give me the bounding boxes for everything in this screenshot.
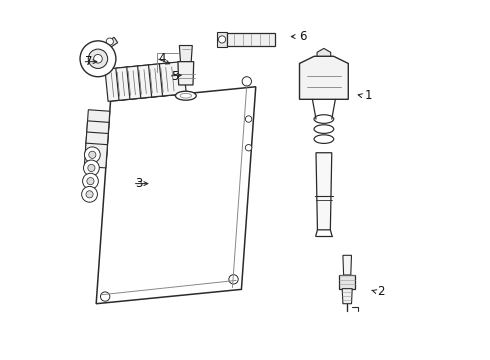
Text: 2: 2	[377, 285, 385, 298]
Circle shape	[94, 54, 102, 63]
Polygon shape	[339, 275, 355, 289]
Circle shape	[219, 36, 225, 43]
Ellipse shape	[314, 135, 334, 143]
Circle shape	[245, 116, 252, 122]
Polygon shape	[116, 66, 143, 100]
Polygon shape	[178, 62, 194, 85]
Ellipse shape	[314, 125, 334, 134]
Polygon shape	[86, 121, 109, 146]
Circle shape	[229, 275, 238, 284]
Circle shape	[86, 191, 93, 198]
Polygon shape	[159, 62, 186, 96]
Text: 6: 6	[298, 30, 306, 43]
Polygon shape	[179, 45, 192, 62]
Polygon shape	[227, 33, 275, 46]
Polygon shape	[316, 153, 332, 230]
Ellipse shape	[175, 91, 196, 100]
Polygon shape	[138, 64, 165, 98]
Ellipse shape	[314, 115, 334, 123]
Circle shape	[242, 77, 251, 86]
Polygon shape	[148, 63, 175, 97]
Circle shape	[88, 165, 95, 172]
Polygon shape	[101, 37, 118, 51]
Ellipse shape	[180, 93, 192, 98]
Polygon shape	[217, 32, 227, 47]
Circle shape	[84, 147, 100, 163]
Circle shape	[83, 160, 99, 176]
Polygon shape	[299, 56, 348, 99]
Polygon shape	[87, 110, 110, 135]
Text: 7: 7	[85, 55, 93, 68]
Circle shape	[106, 38, 113, 45]
Polygon shape	[84, 143, 107, 168]
Circle shape	[87, 177, 94, 185]
Text: 3: 3	[136, 177, 143, 190]
Polygon shape	[343, 255, 351, 275]
Circle shape	[80, 41, 116, 77]
Text: 1: 1	[365, 89, 372, 102]
Circle shape	[100, 292, 110, 301]
Circle shape	[82, 186, 98, 202]
Polygon shape	[317, 48, 331, 64]
Polygon shape	[85, 132, 108, 157]
Circle shape	[89, 151, 96, 158]
Circle shape	[88, 49, 108, 68]
Polygon shape	[127, 65, 153, 99]
Polygon shape	[96, 87, 256, 304]
Text: 4: 4	[159, 51, 166, 64]
Polygon shape	[105, 67, 132, 102]
Polygon shape	[342, 289, 352, 304]
Text: 5: 5	[172, 69, 179, 82]
Circle shape	[83, 173, 98, 189]
Circle shape	[245, 144, 252, 151]
